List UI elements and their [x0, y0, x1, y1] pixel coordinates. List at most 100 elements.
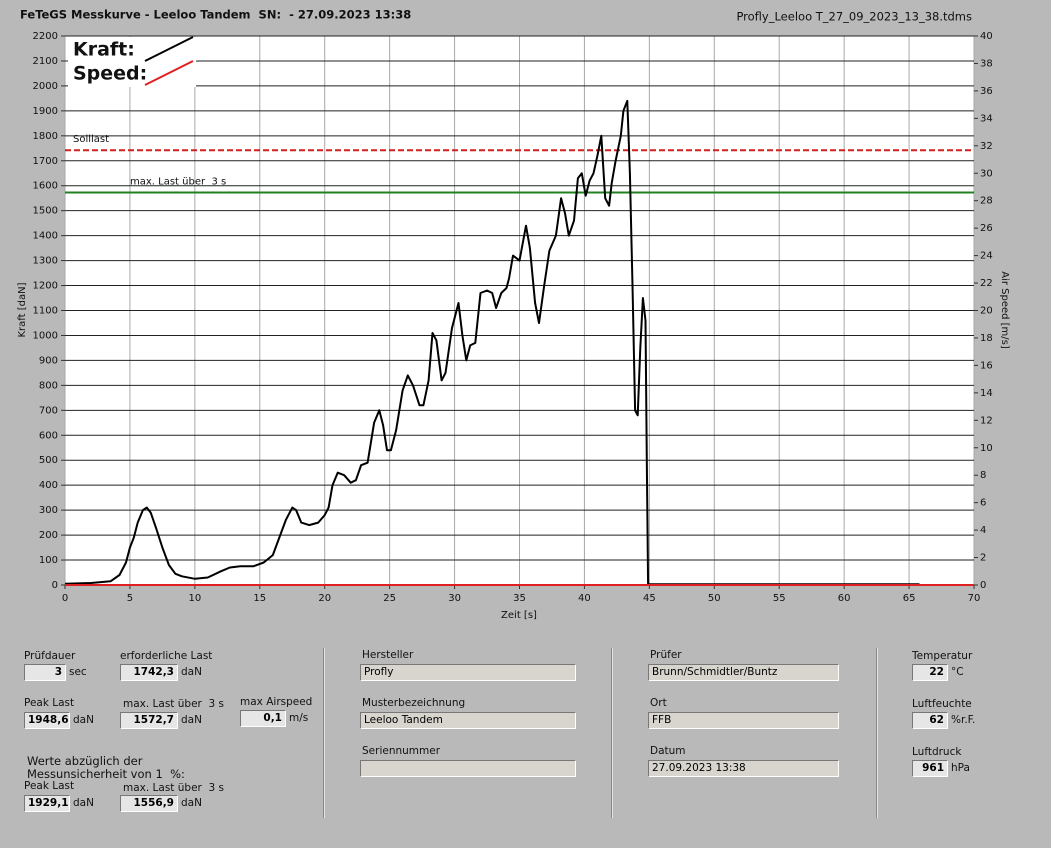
data-line: [64, 99, 920, 586]
y-tick-label: 200: [39, 530, 58, 541]
y-tick-label: 1500: [33, 206, 58, 217]
y-tick-label: 800: [39, 380, 58, 391]
field-value: Leeloo Tandem: [360, 712, 576, 729]
field-value: 1929,1: [24, 795, 70, 812]
field-label: Datum: [650, 745, 686, 757]
field-unit: daN: [181, 714, 202, 726]
field-label: Luftfeuchte: [912, 698, 972, 710]
y2-tick-label: 2: [980, 553, 986, 564]
y-tick-label: 1700: [33, 156, 58, 167]
x-tick-label: 45: [643, 593, 656, 604]
field-label: Peak Last: [24, 780, 75, 792]
x-tick-label: 35: [513, 593, 526, 604]
y-tick-label: 700: [39, 405, 58, 416]
y2-tick-label: 4: [980, 525, 986, 536]
x-tick-label: 55: [773, 593, 786, 604]
x-tick-label: 10: [188, 593, 201, 604]
separator: [611, 648, 613, 818]
x-tick-label: 0: [62, 593, 68, 604]
y-tick-label: 1300: [33, 256, 58, 267]
y-tick-label: 100: [39, 555, 58, 566]
field-label: Prüfdauer: [24, 650, 76, 662]
y2-tick-label: 12: [980, 415, 993, 426]
reference-label: Solllast: [73, 134, 109, 145]
y-tick-label: 600: [39, 430, 58, 441]
legend-swatch: [144, 36, 194, 62]
field-label: Temperatur: [912, 650, 973, 662]
field-value: [360, 760, 576, 777]
field-unit: °C: [951, 666, 964, 678]
separator: [876, 648, 878, 818]
field-value: 27.09.2023 13:38: [648, 760, 839, 777]
field-value: 0,1: [240, 710, 286, 727]
page-title: FeTeGS Messkurve - Leeloo Tandem SN: - 2…: [20, 8, 411, 22]
x-tick-label: 30: [448, 593, 461, 604]
field-unit: daN: [73, 797, 94, 809]
legend-swatch: [144, 60, 194, 86]
x-tick-label: 65: [903, 593, 916, 604]
file-name: Profly_Leeloo T_27_09_2023_13_38.tdms: [736, 10, 972, 24]
field-label: Peak Last: [24, 697, 75, 709]
field-unit: sec: [69, 666, 87, 678]
y-tick-label: 1800: [33, 131, 58, 142]
y2-tick-label: 36: [980, 86, 993, 97]
y2-tick-label: 14: [980, 388, 993, 399]
y2-tick-label: 16: [980, 360, 993, 371]
field-value: FFB: [648, 712, 839, 729]
x-tick-label: 60: [838, 593, 851, 604]
note-text: Messunsicherheit von 1 %:: [27, 767, 185, 781]
field-label: Hersteller: [362, 649, 414, 661]
reference-label: max. Last über 3 s: [130, 177, 226, 188]
field-label: max. Last über 3 s: [123, 782, 225, 794]
field-value: 1556,9: [120, 795, 178, 812]
field-value: 1742,3: [120, 664, 178, 681]
x-tick-label: 5: [127, 593, 133, 604]
y-tick-label: 0: [52, 580, 58, 591]
x-tick-label: 50: [708, 593, 721, 604]
field-label: max. Last über 3 s: [123, 698, 225, 710]
x-tick-label: 20: [318, 593, 331, 604]
y2-tick-label: 10: [980, 443, 993, 454]
y2-tick-label: 40: [980, 31, 993, 42]
x-tick-label: 15: [253, 593, 266, 604]
chart: FeTeGS Messkurve - Leeloo Tandem SN: - 2…: [17, 8, 1010, 622]
y2-tick-label: 24: [980, 251, 993, 262]
y2-tick-label: 22: [980, 278, 993, 289]
y-tick-label: 1200: [33, 281, 58, 292]
x-tick-label: 70: [968, 593, 981, 604]
y2-axis-label: Air Speed [m/s]: [999, 271, 1010, 349]
y-tick-label: 1900: [33, 106, 58, 117]
y2-tick-label: 26: [980, 223, 993, 234]
field-value: 1572,7: [120, 712, 178, 729]
field-value: 3: [24, 664, 66, 681]
legend-label: Kraft:: [73, 39, 135, 61]
y2-tick-label: 38: [980, 58, 993, 69]
x-tick-label: 25: [383, 593, 396, 604]
legend-label: Speed:: [73, 63, 147, 85]
x-tick-label: 40: [578, 593, 591, 604]
field-label: Ort: [650, 697, 667, 709]
x-axis-label: Zeit [s]: [501, 610, 537, 621]
y-tick-label: 300: [39, 505, 58, 516]
field-label: max Airspeed: [240, 696, 313, 708]
y2-tick-label: 28: [980, 196, 993, 207]
y2-tick-label: 8: [980, 470, 986, 481]
y-tick-label: 1400: [33, 231, 58, 242]
field-label: Seriennummer: [362, 745, 441, 757]
field-label: erforderliche Last: [120, 650, 213, 662]
y-tick-label: 2200: [33, 31, 58, 42]
field-value: Brunn/Schmidtler/Buntz: [648, 664, 839, 681]
y2-tick-label: 6: [980, 498, 986, 509]
y-tick-label: 500: [39, 455, 58, 466]
field-value: 22: [912, 664, 948, 681]
y2-tick-label: 32: [980, 141, 993, 152]
y2-tick-label: 34: [980, 113, 993, 124]
y-tick-label: 1000: [33, 330, 58, 341]
y-axis-label: Kraft [daN]: [17, 282, 28, 337]
y-tick-label: 2100: [33, 56, 58, 67]
y-tick-label: 900: [39, 355, 58, 366]
field-unit: daN: [73, 714, 94, 726]
y2-tick-label: 30: [980, 168, 993, 179]
field-value: 1948,6: [24, 712, 70, 729]
